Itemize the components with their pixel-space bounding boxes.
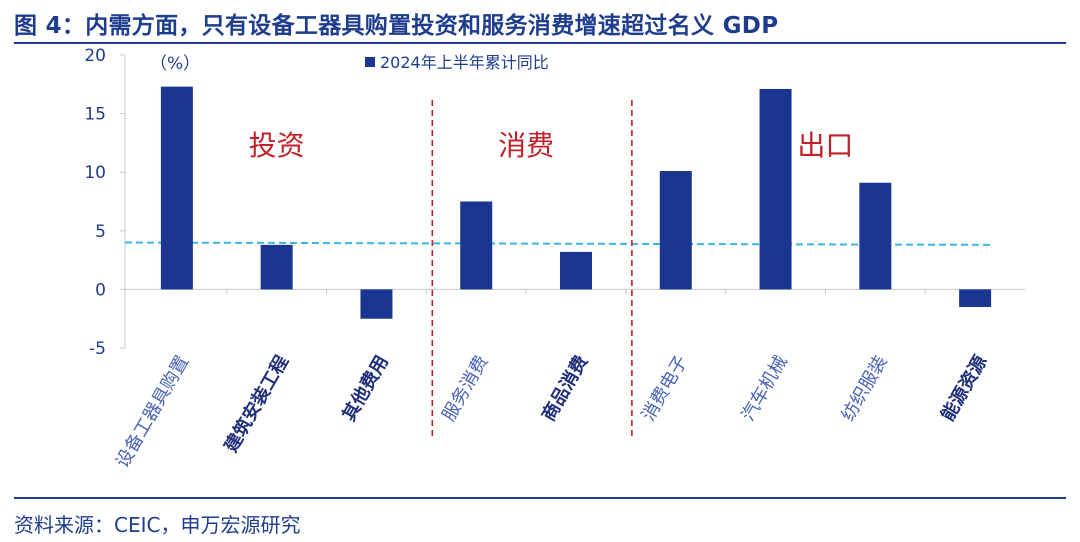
bar-2 <box>260 244 293 290</box>
unit-label: （%） <box>150 54 200 74</box>
bar-6 <box>659 171 692 290</box>
y-tick-label: 15 <box>84 105 106 125</box>
footer-rule <box>14 497 1066 499</box>
bar-8 <box>859 182 892 290</box>
category-labels: 设备工器具购置 建筑安装工程 其他费用 服务消费 商品消费 消费电子 汽车机械 纺织服装 能源资… <box>112 352 991 472</box>
bar-5 <box>560 251 592 290</box>
bar-3 <box>360 289 393 319</box>
y-tick-label: 10 <box>84 163 106 183</box>
category-label: 其他费用 <box>338 352 393 425</box>
y-tick-label: -5 <box>89 339 106 359</box>
bar-7 <box>759 88 792 290</box>
bar-1 <box>160 86 193 290</box>
bar-series <box>160 86 992 319</box>
category-label: 设备工器具购置 <box>112 352 193 472</box>
y-tick-label: 5 <box>95 222 106 242</box>
legend: 2024年上半年累计同比 <box>365 53 549 72</box>
bar-4 <box>460 201 493 290</box>
y-tick-labels: 20 15 10 5 0 -5 （%） <box>84 46 200 359</box>
category-label: 纺织服装 <box>837 352 891 425</box>
title-rule <box>14 42 1066 44</box>
category-label: 建筑安装工程 <box>220 352 293 457</box>
bar-chart: 20 15 10 5 0 -5 （%） 投资 消费 出口 设备工器具购置 建筑安装工程 其他费用 服务… <box>84 46 1025 472</box>
section-labels: 投资 消费 出口 <box>249 129 854 162</box>
category-label: 服务消费 <box>438 352 492 425</box>
section-label: 消费 <box>498 129 554 162</box>
y-tick-label: 0 <box>95 280 106 300</box>
section-dividers <box>431 100 633 440</box>
section-label: 出口 <box>797 129 853 162</box>
source-note: 资料来源：CEIC，申万宏源研究 <box>14 513 301 537</box>
reference-line-group <box>124 241 991 246</box>
y-tick-label: 20 <box>84 46 106 66</box>
legend-swatch <box>365 57 375 67</box>
category-label: 汽车机械 <box>738 352 792 425</box>
reference-line <box>124 241 991 246</box>
category-label: 商品消费 <box>537 352 592 425</box>
page-title: 图 4：内需方面，只有设备工器具购置投资和服务消费增速超过名义 GDP <box>14 13 779 39</box>
category-label: 能源资源 <box>936 352 991 425</box>
section-label: 投资 <box>249 129 305 162</box>
category-label: 消费电子 <box>638 352 692 425</box>
legend-label: 2024年上半年累计同比 <box>380 53 549 72</box>
bar-9 <box>959 289 992 307</box>
